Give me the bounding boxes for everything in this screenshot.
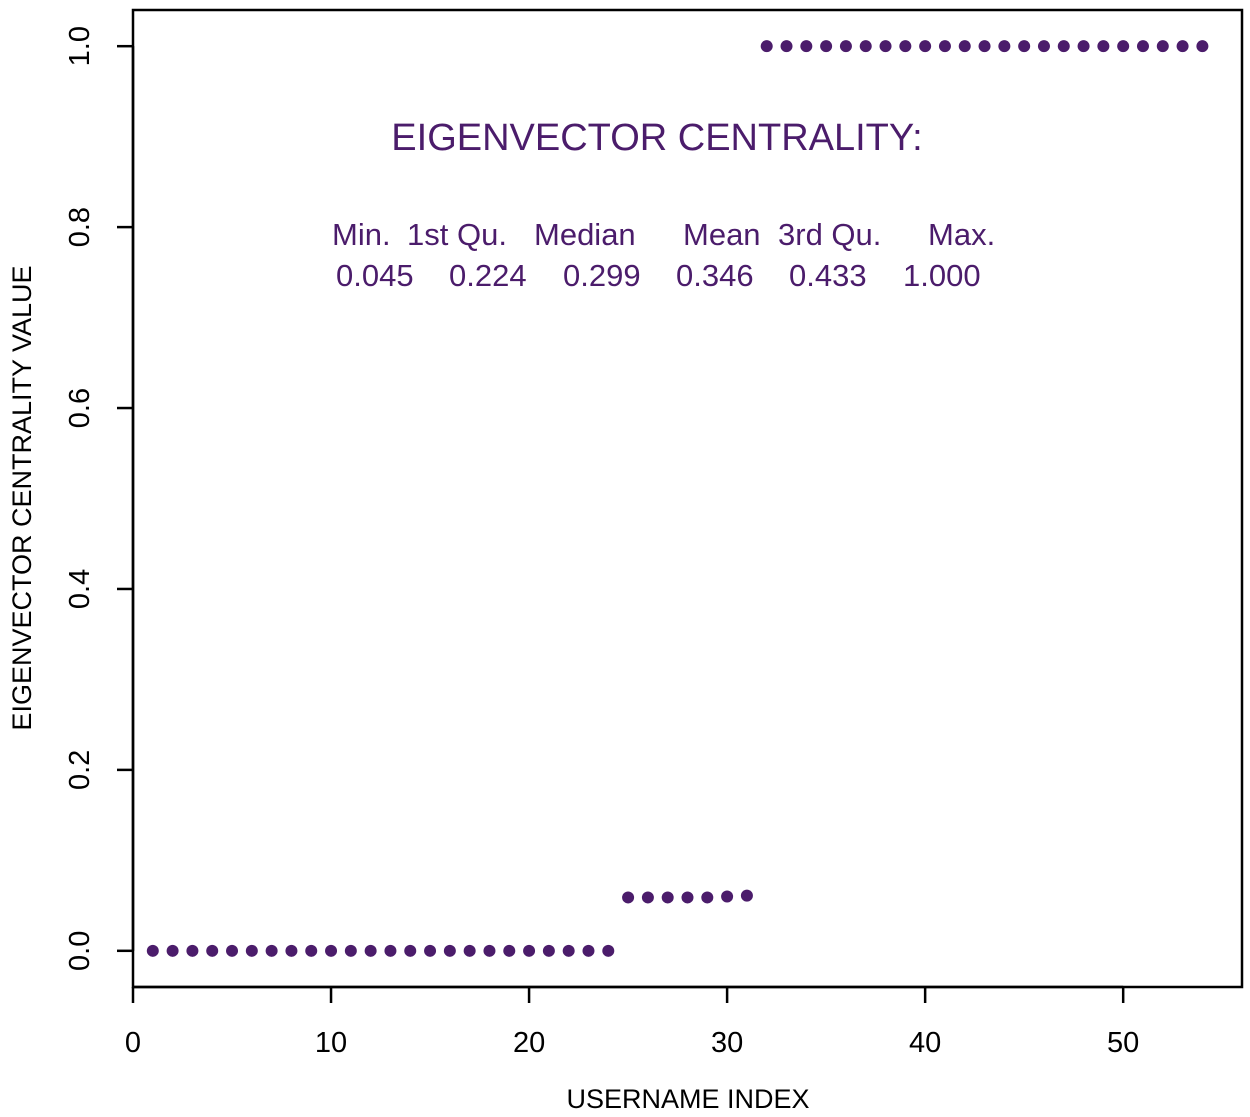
data-point	[899, 40, 912, 53]
y-tick-label: 0.2	[64, 750, 96, 790]
data-point	[226, 944, 239, 957]
data-point	[523, 944, 536, 957]
data-point	[562, 944, 575, 957]
data-point	[622, 891, 635, 904]
data-point	[443, 944, 456, 957]
y-tick-label: 0.4	[64, 569, 96, 609]
data-point	[344, 944, 357, 957]
x-tick-label: 40	[909, 1027, 941, 1059]
summary-value: 0.045	[336, 258, 414, 293]
summary-value: 0.346	[676, 258, 754, 293]
data-point	[146, 944, 159, 957]
data-point	[859, 40, 872, 53]
summary-value: 0.224	[449, 258, 527, 293]
data-point	[1156, 40, 1169, 53]
data-point	[820, 40, 833, 53]
data-point	[424, 944, 437, 957]
summary-value: 0.433	[789, 258, 867, 293]
summary-value: 0.299	[563, 258, 641, 293]
data-point	[404, 944, 417, 957]
summary-header: Median	[534, 217, 636, 252]
summary-values: 0.045 0.224 0.299 0.346 0.433 1.000	[336, 258, 981, 293]
y-tick-label: 0.6	[64, 388, 96, 428]
summary-header: 3rd Qu.	[778, 217, 881, 252]
data-point	[1117, 40, 1130, 53]
data-point	[166, 944, 179, 957]
data-point	[602, 944, 615, 957]
data-point	[1176, 40, 1189, 53]
data-point	[661, 891, 674, 904]
data-point	[721, 890, 734, 903]
y-tick-label: 1.0	[64, 26, 96, 66]
data-point	[384, 944, 397, 957]
data-point	[503, 944, 516, 957]
data-point	[265, 944, 278, 957]
data-point	[760, 40, 773, 53]
data-point	[483, 944, 496, 957]
data-point	[938, 40, 951, 53]
data-point	[998, 40, 1011, 53]
data-point	[681, 891, 694, 904]
x-axis: 0 10 20 30 40 50	[125, 985, 1139, 1059]
y-axis: 0.0 0.2 0.4 0.6 0.8 1.0	[64, 26, 135, 971]
data-point	[206, 944, 219, 957]
data-point	[780, 40, 793, 53]
x-axis-label: USERNAME INDEX	[566, 1084, 809, 1114]
data-point	[245, 944, 258, 957]
x-tick-label: 30	[711, 1027, 743, 1059]
data-point	[305, 944, 318, 957]
annotation-title: EIGENVECTOR CENTRALITY:	[391, 117, 922, 159]
data-point	[364, 944, 377, 957]
data-point	[1037, 40, 1050, 53]
summary-value: 1.000	[903, 258, 981, 293]
data-point	[1136, 40, 1149, 53]
data-point	[463, 944, 476, 957]
data-point	[701, 891, 714, 904]
y-axis-label: EIGENVECTOR CENTRALITY VALUE	[7, 265, 37, 730]
summary-header: Max.	[928, 217, 995, 252]
data-point	[186, 944, 199, 957]
data-point	[1077, 40, 1090, 53]
data-point	[641, 891, 654, 904]
data-point	[582, 944, 595, 957]
data-point	[1097, 40, 1110, 53]
data-point	[919, 40, 932, 53]
data-point	[1018, 40, 1031, 53]
data-point	[958, 40, 971, 53]
data-points	[146, 40, 1209, 957]
x-tick-label: 50	[1107, 1027, 1139, 1059]
data-point	[800, 40, 813, 53]
summary-header: Mean	[683, 217, 761, 252]
x-tick-label: 10	[315, 1027, 347, 1059]
summary-header: Min.	[332, 217, 391, 252]
y-tick-label: 0.0	[64, 931, 96, 971]
data-point	[978, 40, 991, 53]
y-tick-label: 0.8	[64, 207, 96, 247]
data-point	[285, 944, 298, 957]
data-point	[879, 40, 892, 53]
summary-header: 1st Qu.	[407, 217, 507, 252]
data-point	[542, 944, 555, 957]
data-point	[325, 944, 338, 957]
data-point	[1057, 40, 1070, 53]
data-point	[839, 40, 852, 53]
summary-headers: Min. 1st Qu. Median Mean 3rd Qu. Max.	[332, 217, 995, 252]
data-point	[1196, 40, 1209, 53]
x-tick-label: 0	[125, 1027, 141, 1059]
x-tick-label: 20	[513, 1027, 545, 1059]
data-point	[740, 889, 753, 902]
